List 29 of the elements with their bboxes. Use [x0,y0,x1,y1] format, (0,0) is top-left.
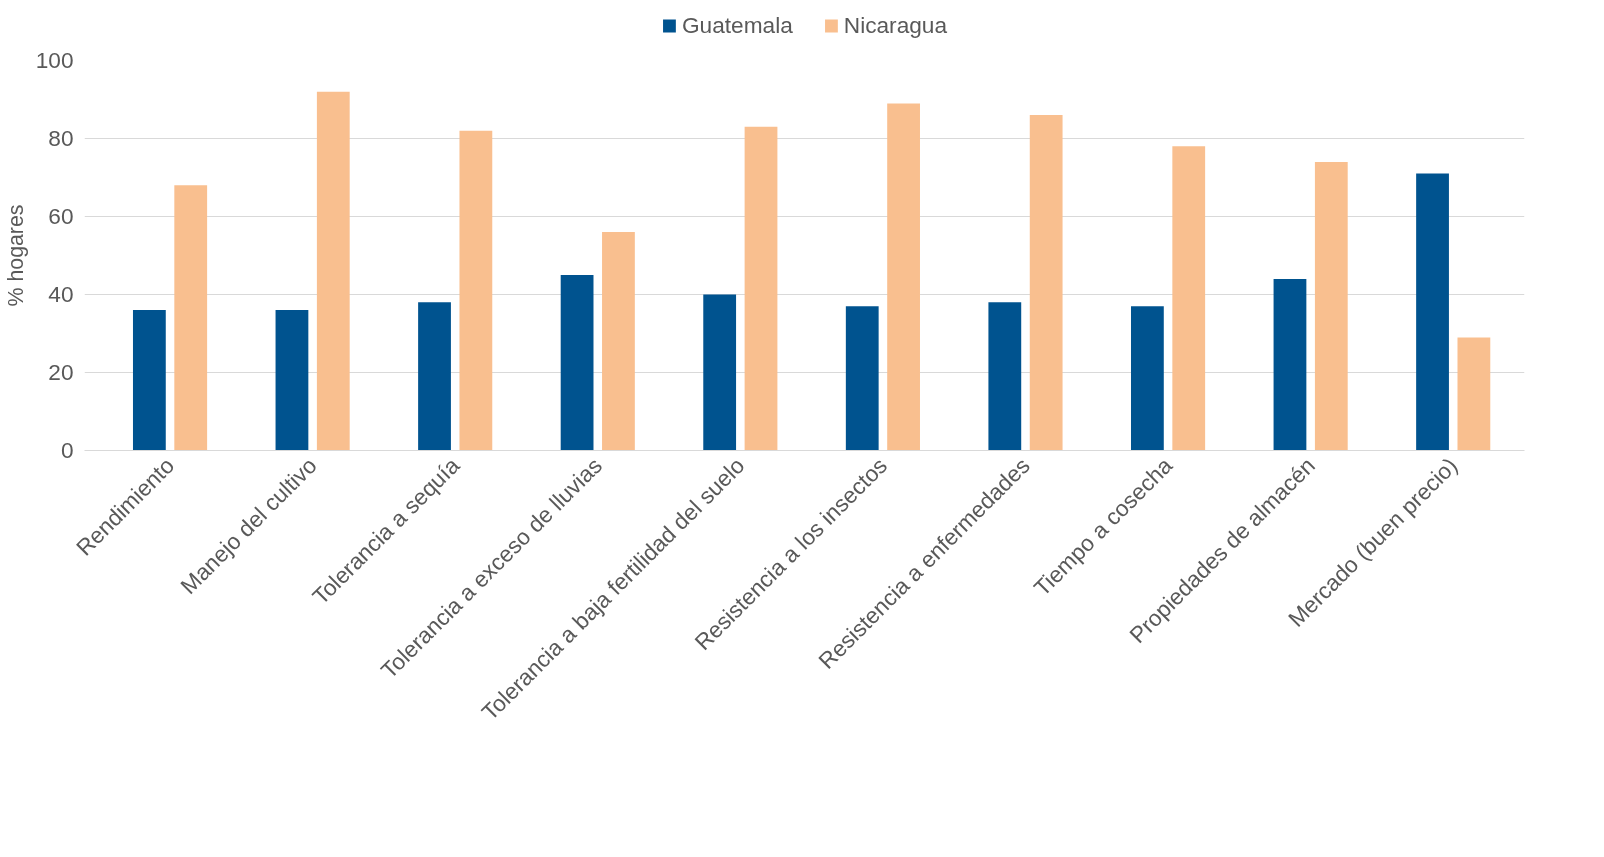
bar [174,185,208,451]
legend-label: Nicaragua [843,11,948,39]
bar [602,232,635,451]
bar [418,302,451,451]
bar [1457,337,1491,451]
y-tick-label: 40 [48,281,74,307]
bar [132,310,166,451]
bar [887,103,920,451]
y-tick-label: 100 [35,47,74,73]
bar [703,294,737,451]
bar [744,126,778,451]
bar [275,310,309,451]
y-tick-label: 60 [48,203,74,229]
bar [845,306,879,451]
bar [1029,115,1063,451]
bar [988,302,1022,451]
bar [1273,278,1307,451]
bar [1131,306,1164,451]
y-tick-label: 20 [48,359,74,385]
bar [459,130,493,451]
y-tick-label: 0 [60,437,74,463]
y-axis-title: % hogares [3,204,28,307]
bar [1314,161,1348,451]
y-tick-label: 80 [48,125,74,151]
bar [1172,146,1206,451]
legend-label: Guatemala [681,11,793,39]
bar [1416,173,1449,451]
bar [316,91,350,451]
bar [560,275,594,451]
